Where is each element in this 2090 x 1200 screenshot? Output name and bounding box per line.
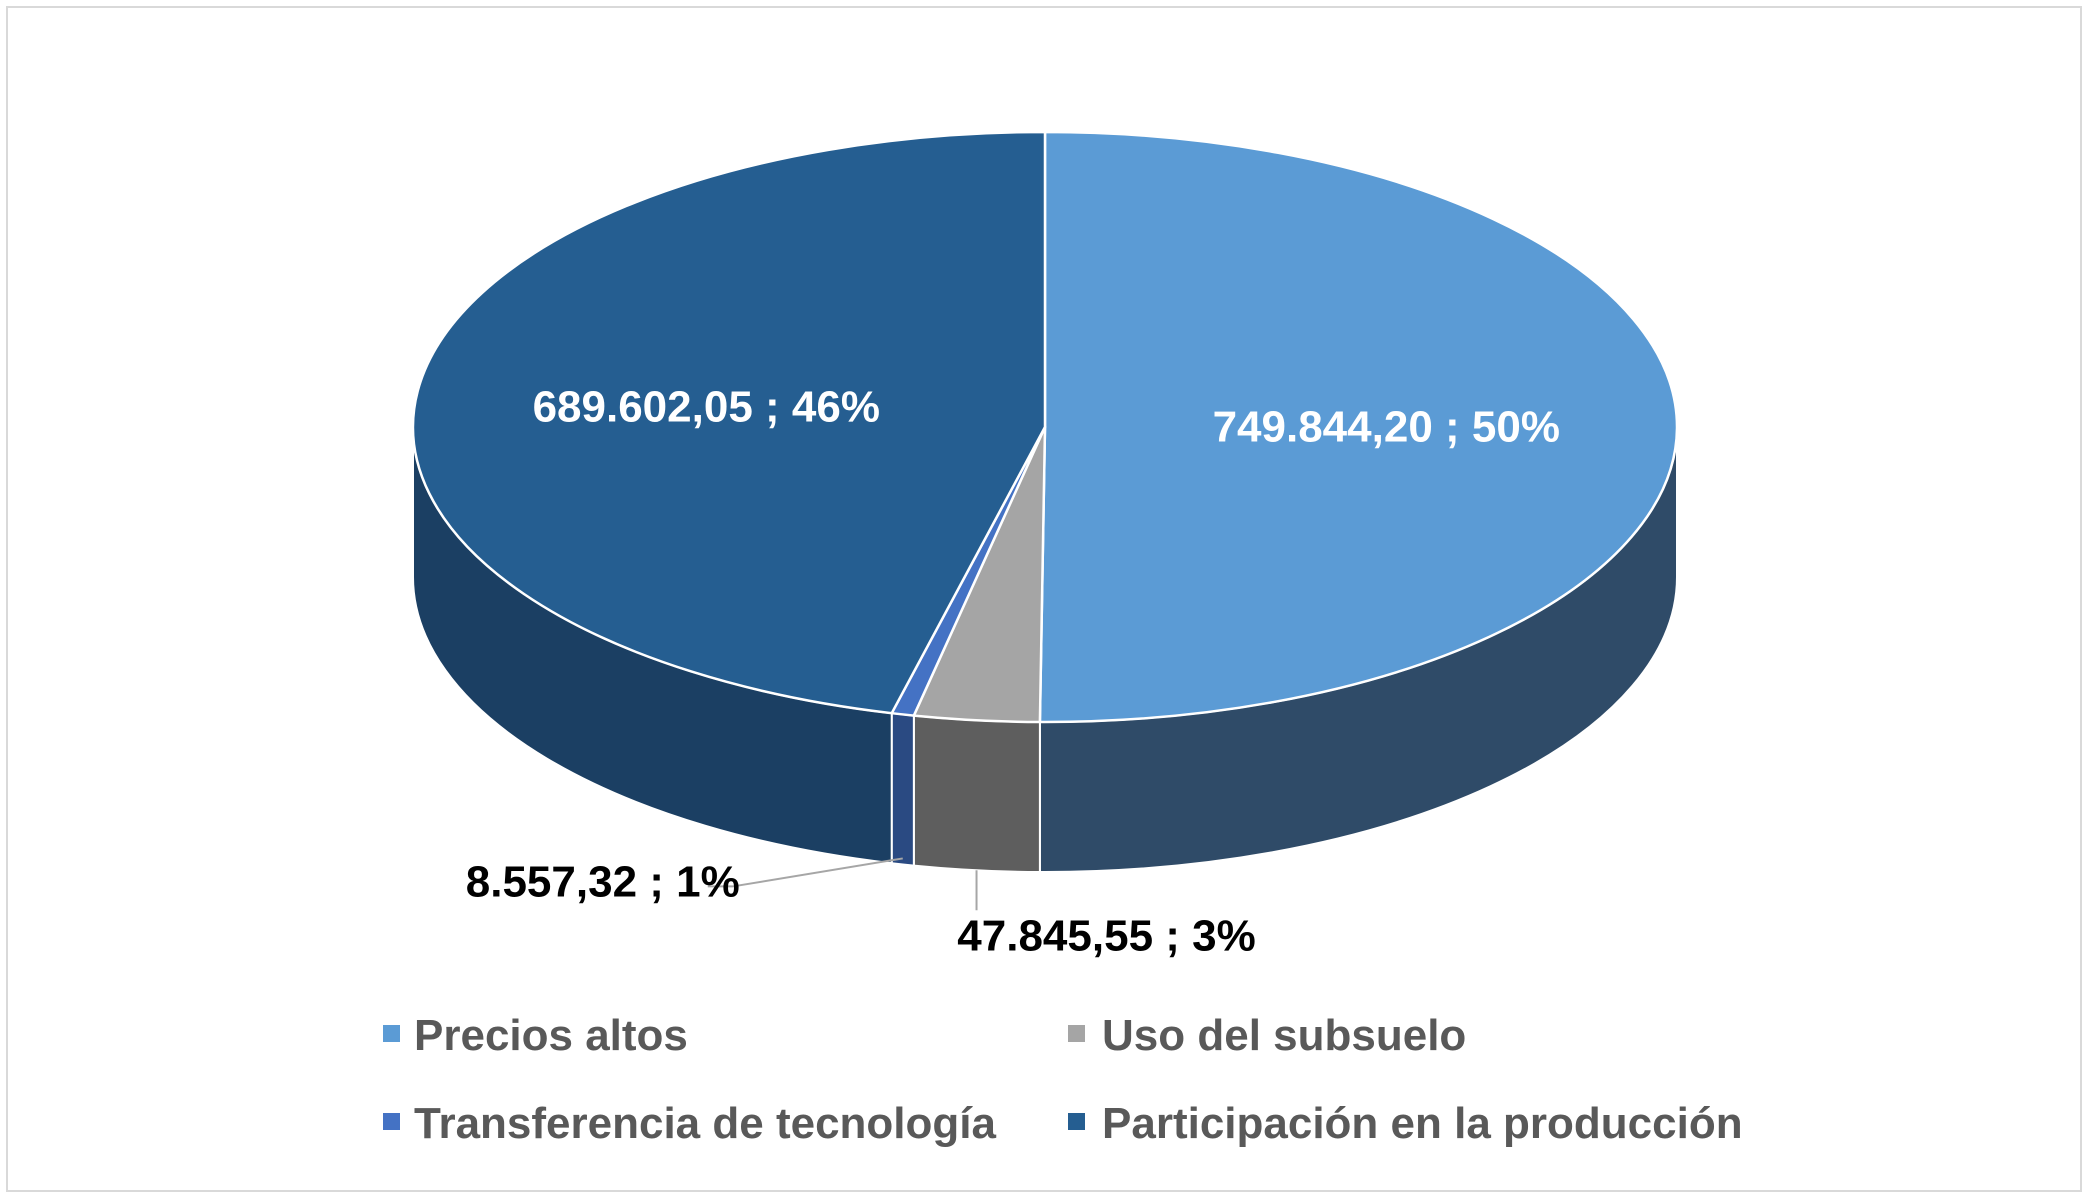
leader-lines [707,857,978,911]
pie-side-transferencia-de-tecnologia [890,712,915,867]
legend-item-uso-del-subsuelo[interactable]: Uso del subsuelo [1068,1011,1466,1060]
legend-swatch [1068,1025,1085,1042]
legend-label: Uso del subsuelo [1102,1011,1466,1060]
legend-item-transferencia-de-tecnologia[interactable]: Transferencia de tecnología [383,1099,996,1148]
legend-swatch [1068,1113,1085,1130]
legend-label: Participación en la producción [1102,1099,1743,1148]
legend-label: Transferencia de tecnología [414,1099,996,1148]
pie-slice-precios-altos[interactable] [1038,130,1679,724]
legend-swatch [383,1113,400,1130]
pie-side-uso-del-subsuelo [912,714,1041,873]
data-label-uso-del-subsuelo: 47.845,55 ; 3% [957,911,1255,960]
data-label-transferencia-de-tecnologia: 8.557,32 ; 1% [466,857,740,906]
legend: Precios altos Uso del subsuelo Transfere… [383,1011,1743,1148]
legend-swatch [383,1025,400,1042]
legend-label: Precios altos [414,1011,688,1060]
data-label-precios-altos: 749.844,20 ; 50% [1213,403,1560,452]
legend-item-participacion-en-la-produccion[interactable]: Participación en la producción [1068,1099,1743,1148]
leader-line [707,857,903,888]
data-label-participacion-en-la-produccion: 689.602,05 ; 46% [533,383,880,432]
data-labels: 749.844,20 ; 50% 47.845,55 ; 3% 8.557,32 ;… [466,383,1560,961]
legend-item-precios-altos[interactable]: Precios altos [383,1011,688,1060]
pie-tops [411,130,1679,724]
pie-slice-participacion-en-la-produccion[interactable] [411,130,1047,715]
